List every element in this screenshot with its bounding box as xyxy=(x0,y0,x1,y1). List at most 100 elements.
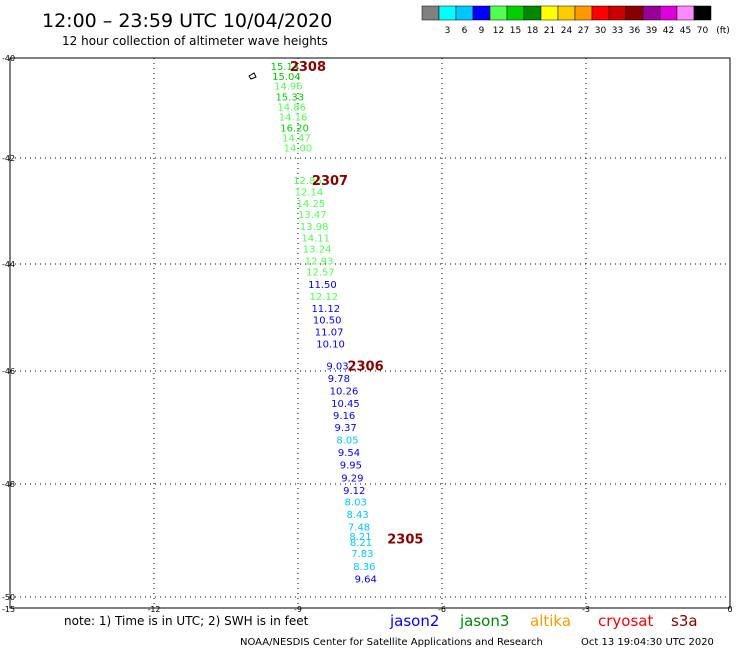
wave-height-label: 12.57 xyxy=(306,268,335,279)
wave-height-label: 9.12 xyxy=(343,486,365,497)
satellite-jason2: jason2 xyxy=(389,612,439,630)
wave-height-label: 9.03 xyxy=(326,362,348,373)
scale-label: 6 xyxy=(462,26,468,36)
scale-label: 27 xyxy=(578,26,589,36)
footer-note: note: 1) Time is in UTC; 2) SWH is in fe… xyxy=(64,614,309,628)
scale-swatch xyxy=(693,5,712,21)
data-points: 15.1415.0414.9615.3314.8614.1616.2014.47… xyxy=(271,62,377,585)
footer-timestamp: Oct 13 19:04:30 UTC 2020 xyxy=(581,637,714,648)
x-tick-label: 0 xyxy=(727,605,732,614)
scale-swatch xyxy=(557,5,576,21)
wave-height-label: 9.29 xyxy=(341,473,363,484)
wave-height-label: 9.95 xyxy=(340,460,362,471)
y-tick-label: -46 xyxy=(2,367,15,376)
wave-height-label: 14.00 xyxy=(284,144,313,155)
scale-swatch xyxy=(540,5,559,21)
y-tick-label: -50 xyxy=(2,593,15,602)
y-axis-ticks: -40 -42 -44 -46 -48 -50 xyxy=(2,54,15,602)
scale-swatch xyxy=(676,5,695,21)
satellite-cryosat: cryosat xyxy=(598,612,653,630)
scale-swatch xyxy=(642,5,661,21)
plot-area: -15 -12 -9 -6 -3 0 -40-42-44-46-48-50 15.1415… xyxy=(2,54,733,614)
scale-swatch xyxy=(625,5,644,21)
scale-swatch xyxy=(506,5,525,21)
satellite-legend: jason2 jason3 altika cryosat s3a xyxy=(389,612,698,630)
wave-height-label: 14.47 xyxy=(282,134,311,145)
wave-height-label: 8.05 xyxy=(336,435,358,446)
scale-label: 18 xyxy=(527,26,539,36)
satellite-altika: altika xyxy=(530,612,571,630)
satellite-s3a: s3a xyxy=(671,612,698,630)
wave-height-label: 12.86 xyxy=(293,176,322,187)
x-tick-label: -9 xyxy=(294,605,302,614)
hour-label: 2306 xyxy=(347,360,383,375)
x-tick-label: -6 xyxy=(438,605,446,614)
hour-label: 2308 xyxy=(290,60,326,75)
scale-label: 9 xyxy=(479,26,485,36)
wave-height-label: 8.36 xyxy=(353,562,375,573)
scale-label: 36 xyxy=(629,26,641,36)
scale-label: 33 xyxy=(612,26,623,36)
color-scale: 3 6 9 12 15 18 21 24 27 30 33 36 39 42 45 70 (ft) xyxy=(421,5,730,36)
wave-height-label: 11.07 xyxy=(315,327,344,338)
wave-height-label: 15.33 xyxy=(275,93,304,104)
scale-swatch xyxy=(574,5,593,21)
wave-height-label: 16.20 xyxy=(280,124,309,135)
wave-height-label: 14.86 xyxy=(277,103,306,114)
wave-height-label: 10.10 xyxy=(316,339,345,350)
scale-label: 39 xyxy=(646,26,658,36)
scale-swatch xyxy=(438,5,457,21)
scale-swatch xyxy=(591,5,610,21)
scale-label: 15 xyxy=(510,26,521,36)
scale-label: 70 xyxy=(697,26,709,36)
wave-height-label: 8.21 xyxy=(349,532,371,543)
wave-height-label: 13.24 xyxy=(303,245,332,256)
scale-swatch xyxy=(489,5,508,21)
wave-height-label: 15.14 xyxy=(271,62,300,73)
land-outline xyxy=(248,72,257,80)
scale-label: 30 xyxy=(595,26,607,36)
wave-height-label: 15.04 xyxy=(272,72,301,83)
x-tick-label: -3 xyxy=(582,605,590,614)
scale-swatch xyxy=(659,5,678,21)
wave-height-label: 9.78 xyxy=(328,374,350,385)
wave-height-label: 12.12 xyxy=(310,292,339,303)
scale-swatch xyxy=(421,5,440,21)
wave-height-label: 10.45 xyxy=(331,399,360,410)
wave-height-label: 12.14 xyxy=(295,187,324,198)
x-tick-label: -12 xyxy=(147,605,160,614)
y-tick-label: -48 xyxy=(2,480,15,489)
satellite-jason3: jason3 xyxy=(459,612,509,630)
hour-label: 2305 xyxy=(387,532,423,547)
scale-swatch xyxy=(455,5,474,21)
wave-height-label: 8.43 xyxy=(346,510,368,521)
plot-frame xyxy=(9,57,731,609)
x-tick-label: -15 xyxy=(2,605,15,614)
wave-height-label: 8.03 xyxy=(345,498,367,509)
wave-height-label: 9.54 xyxy=(338,448,360,459)
wave-height-label: 11.50 xyxy=(308,280,337,291)
scale-swatch xyxy=(608,5,627,21)
scale-label: 12 xyxy=(493,26,504,36)
footer-credit: NOAA/NESDIS Center for Satellite Applica… xyxy=(240,637,543,648)
wave-height-label: 13.47 xyxy=(298,210,327,221)
wave-height-label: 7.83 xyxy=(351,549,373,560)
wave-height-label: 8.21 xyxy=(350,538,372,549)
wave-height-label: 7.48 xyxy=(348,523,370,534)
wave-height-label: 14.96 xyxy=(274,82,303,93)
wave-height-label: 9.64 xyxy=(355,574,377,585)
wave-height-label: 10.50 xyxy=(313,316,342,327)
scale-label: 42 xyxy=(663,26,674,36)
x-axis-ticks: -15 -12 -9 -6 -3 0 xyxy=(2,605,733,614)
scale-label: 21 xyxy=(544,26,555,36)
scale-label: 45 xyxy=(680,26,691,36)
y-tick-label: -44 xyxy=(2,260,15,269)
wave-height-label: 12.93 xyxy=(305,256,334,267)
wave-height-label: 14.16 xyxy=(279,113,308,124)
scale-swatch xyxy=(472,5,491,21)
scale-label: 3 xyxy=(445,26,451,36)
wave-height-label: 14.11 xyxy=(301,234,330,245)
wave-height-label: 14.25 xyxy=(297,199,326,210)
page-subtitle: 12 hour collection of altimeter wave hei… xyxy=(62,34,328,48)
